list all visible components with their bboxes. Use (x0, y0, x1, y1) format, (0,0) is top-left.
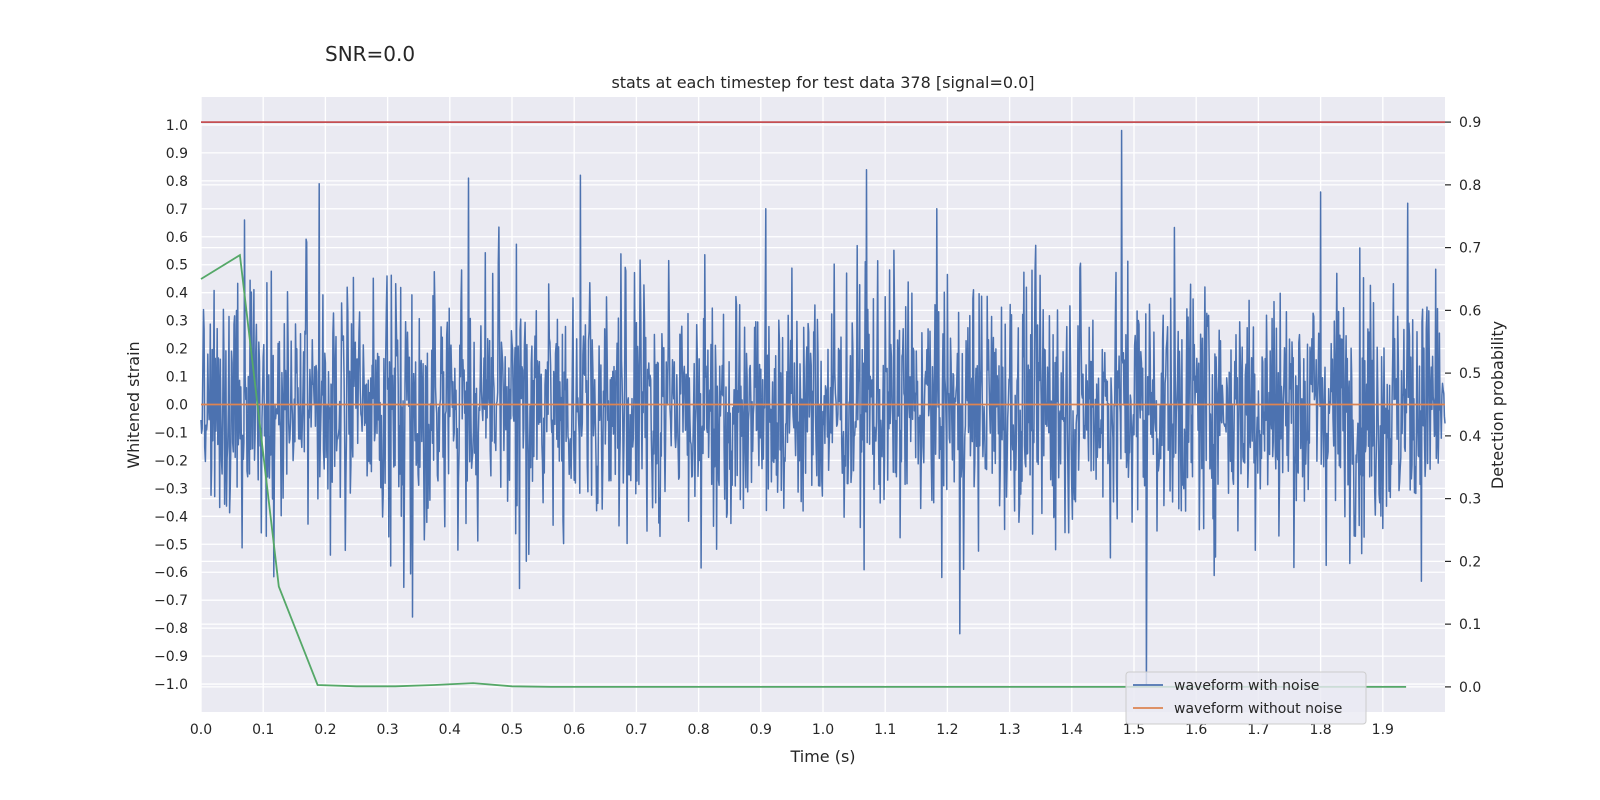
y-tick-label: −0.4 (154, 509, 188, 525)
x-tick-label: 0.6 (563, 722, 585, 738)
y-tick-label: 0.8 (166, 174, 188, 190)
x-tick-label: 0.3 (376, 722, 398, 738)
x-axis-label: Time (s) (789, 747, 855, 766)
x-tick-label: 0.7 (625, 722, 647, 738)
legend-entry-noise: waveform with noise (1174, 678, 1319, 694)
y-right-tick-label: 0.6 (1459, 303, 1481, 319)
x-tick-label: 0.9 (750, 722, 772, 738)
x-tick-label: 1.3 (998, 722, 1020, 738)
y-right-tick-label: 0.3 (1459, 492, 1481, 508)
x-tick-label: 1.2 (936, 722, 958, 738)
x-tick-label: 1.8 (1309, 722, 1331, 738)
y-tick-label: −0.7 (154, 593, 188, 609)
x-tick-label: 1.6 (1185, 722, 1207, 738)
x-tick-label: 0.1 (252, 722, 274, 738)
legend-entry-clean: waveform without noise (1174, 701, 1342, 717)
y-tick-label: −0.6 (154, 565, 188, 581)
y-right-tick-label: 0.8 (1459, 178, 1481, 194)
y-right-tick-label: 0.5 (1459, 366, 1481, 382)
y-tick-label: 0.2 (166, 342, 188, 358)
y-right-tick-label: 0.4 (1459, 429, 1481, 445)
y-axis-right: 0.9 0.8 0.7 0.6 0.5 0.4 0.3 0.2 0.1 0.0 (1445, 115, 1481, 696)
y-tick-label: −0.9 (154, 649, 188, 665)
y-tick-label: 0.1 (166, 370, 188, 386)
y-tick-label: 0.9 (166, 146, 188, 162)
y-tick-label: −0.5 (154, 537, 188, 553)
y-tick-label: 0.0 (166, 398, 188, 414)
chart-title: stats at each timestep for test data 378… (611, 73, 1034, 92)
x-tick-label: 0.2 (314, 722, 336, 738)
x-tick-label: 1.0 (812, 722, 834, 738)
x-tick-label: 1.1 (874, 722, 896, 738)
y-tick-label: 0.4 (166, 286, 188, 302)
x-tick-label: 1.7 (1247, 722, 1269, 738)
chart-suptitle: SNR=0.0 (325, 42, 415, 66)
x-tick-label: 0.0 (190, 722, 212, 738)
x-axis: 0.0 0.1 0.2 0.3 0.4 0.5 0.6 0.7 0.8 0.9 1.0 1.1 1.2 1… (190, 722, 1394, 738)
series-waveform-with-noise (200, 129, 1446, 685)
y-tick-label: −0.1 (154, 425, 188, 441)
legend-box (1125, 671, 1367, 725)
y-tick-label: −0.8 (154, 621, 188, 637)
y-axis-left: 1.0 0.9 0.8 0.7 0.6 0.5 0.4 0.3 0.2 0.1 0.0 −0.1 −0.… (154, 118, 188, 693)
y-tick-label: 0.6 (166, 230, 188, 246)
x-tick-label: 1.9 (1372, 722, 1394, 738)
y-right-tick-label: 0.2 (1459, 554, 1481, 570)
x-tick-label: 1.5 (1123, 722, 1145, 738)
y-tick-label: 0.7 (166, 202, 188, 218)
x-tick-label: 0.8 (687, 722, 709, 738)
x-tick-label: 0.5 (501, 722, 523, 738)
y-right-tick-label: 0.1 (1459, 617, 1481, 633)
y-tick-label: 0.5 (166, 258, 188, 274)
y-right-tick-label: 0.9 (1459, 115, 1481, 131)
y-right-tick-label: 0.0 (1459, 680, 1481, 696)
y-tick-label: −0.2 (154, 453, 188, 469)
y-tick-label: 0.3 (166, 314, 188, 330)
y-axis-label: Whitened strain (124, 341, 143, 468)
legend: waveform with noise waveform without noi… (1125, 671, 1367, 725)
y-axis-right-label: Detection probability (1488, 321, 1507, 489)
x-tick-label: 1.4 (1061, 722, 1083, 738)
x-tick-label: 0.4 (439, 722, 461, 738)
y-right-tick-label: 0.7 (1459, 241, 1481, 257)
y-tick-label: 1.0 (166, 118, 188, 134)
y-tick-label: −0.3 (154, 481, 188, 497)
y-tick-label: −1.0 (154, 677, 188, 693)
